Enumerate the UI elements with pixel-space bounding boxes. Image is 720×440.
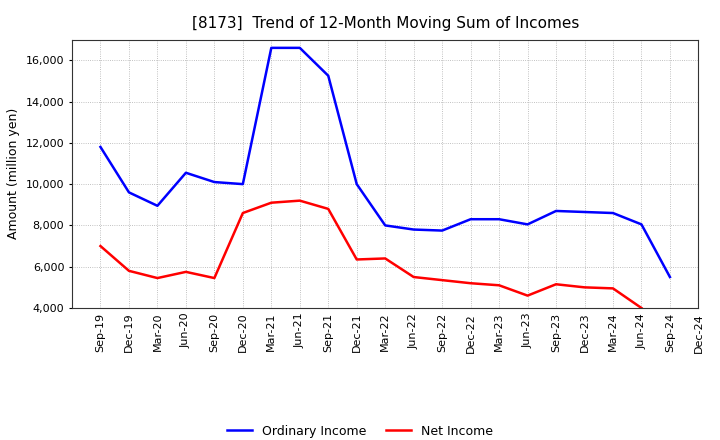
Net Income <box>181 269 190 275</box>
Ordinary Income <box>467 216 475 222</box>
Net Income <box>96 243 105 249</box>
Ordinary Income <box>580 209 589 215</box>
Ordinary Income <box>96 144 105 150</box>
Ordinary Income <box>523 222 532 227</box>
Net Income <box>608 286 617 291</box>
Net Income <box>210 275 219 281</box>
Ordinary Income <box>181 170 190 176</box>
Ordinary Income <box>238 181 247 187</box>
Line: Ordinary Income: Ordinary Income <box>101 48 670 277</box>
Net Income <box>552 282 560 287</box>
Net Income <box>125 268 133 274</box>
Net Income <box>238 210 247 216</box>
Ordinary Income <box>267 45 276 51</box>
Ordinary Income <box>153 203 162 209</box>
Net Income <box>295 198 304 203</box>
Net Income <box>267 200 276 205</box>
Ordinary Income <box>352 181 361 187</box>
Ordinary Income <box>125 190 133 195</box>
Net Income <box>153 275 162 281</box>
Ordinary Income <box>410 227 418 232</box>
Title: [8173]  Trend of 12-Month Moving Sum of Incomes: [8173] Trend of 12-Month Moving Sum of I… <box>192 16 579 32</box>
Net Income <box>637 305 646 311</box>
Legend: Ordinary Income, Net Income: Ordinary Income, Net Income <box>222 420 498 440</box>
Net Income <box>495 282 503 288</box>
Net Income <box>467 281 475 286</box>
Ordinary Income <box>495 216 503 222</box>
Net Income <box>438 278 446 283</box>
Net Income <box>523 293 532 298</box>
Ordinary Income <box>608 210 617 216</box>
Ordinary Income <box>295 45 304 51</box>
Ordinary Income <box>381 223 390 228</box>
Y-axis label: Amount (million yen): Amount (million yen) <box>7 108 20 239</box>
Net Income <box>580 285 589 290</box>
Ordinary Income <box>438 228 446 233</box>
Ordinary Income <box>665 275 674 280</box>
Ordinary Income <box>210 180 219 185</box>
Ordinary Income <box>637 222 646 227</box>
Net Income <box>352 257 361 262</box>
Ordinary Income <box>324 73 333 78</box>
Net Income <box>324 206 333 212</box>
Net Income <box>410 275 418 280</box>
Line: Net Income: Net Income <box>101 201 642 308</box>
Net Income <box>381 256 390 261</box>
Ordinary Income <box>552 208 560 213</box>
